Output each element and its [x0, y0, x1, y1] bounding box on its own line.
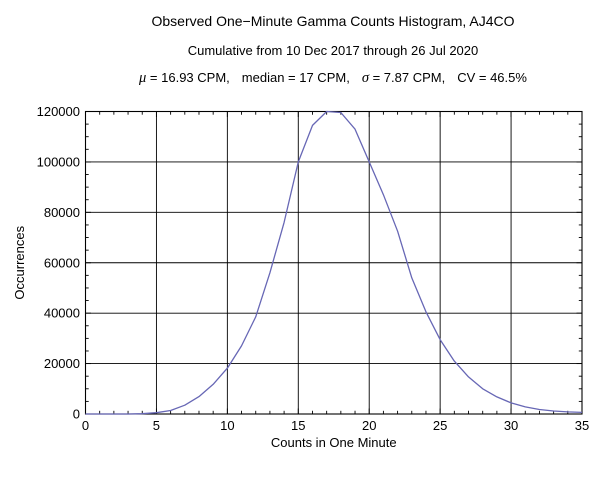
- y-tick-label: 20000: [44, 356, 80, 371]
- y-tick-label: 120000: [37, 104, 80, 119]
- x-tick-label: 5: [153, 418, 160, 433]
- x-tick-label: 15: [291, 418, 305, 433]
- x-tick-label: 0: [82, 418, 89, 433]
- median-value: median = 17 CPM,: [241, 70, 350, 85]
- x-tick-label: 25: [433, 418, 447, 433]
- stats-line: μ = 16.93 CPM, median = 17 CPM, σ = 7.87 C…: [66, 70, 600, 87]
- mu-symbol: μ: [139, 70, 147, 86]
- mu-value: = 16.93 CPM,: [146, 70, 230, 85]
- y-axis-label: Occurrences: [12, 225, 27, 299]
- x-tick-label: 30: [504, 418, 518, 433]
- y-tick-label: 0: [73, 407, 80, 422]
- chart-subtitle: Cumulative from 10 Dec 2017 through 26 J…: [187, 43, 479, 58]
- sigma-value: = 7.87 CPM,: [368, 70, 446, 85]
- x-tick-label: 10: [220, 418, 234, 433]
- histogram-curve: [85, 110, 583, 415]
- x-axis-label: Counts in One Minute: [271, 435, 397, 450]
- page-title: Observed One−Minute Gamma Counts Histogr…: [151, 13, 515, 29]
- y-tick-label: 60000: [44, 255, 80, 270]
- y-tick-label: 40000: [44, 306, 80, 321]
- cv-value: CV = 46.5%: [457, 70, 527, 85]
- y-tick-label: 80000: [44, 205, 80, 220]
- y-tick-label: 100000: [37, 154, 80, 169]
- x-tick-label: 20: [362, 418, 376, 433]
- sigma-symbol: σ: [361, 70, 369, 86]
- x-tick-label: 35: [575, 418, 589, 433]
